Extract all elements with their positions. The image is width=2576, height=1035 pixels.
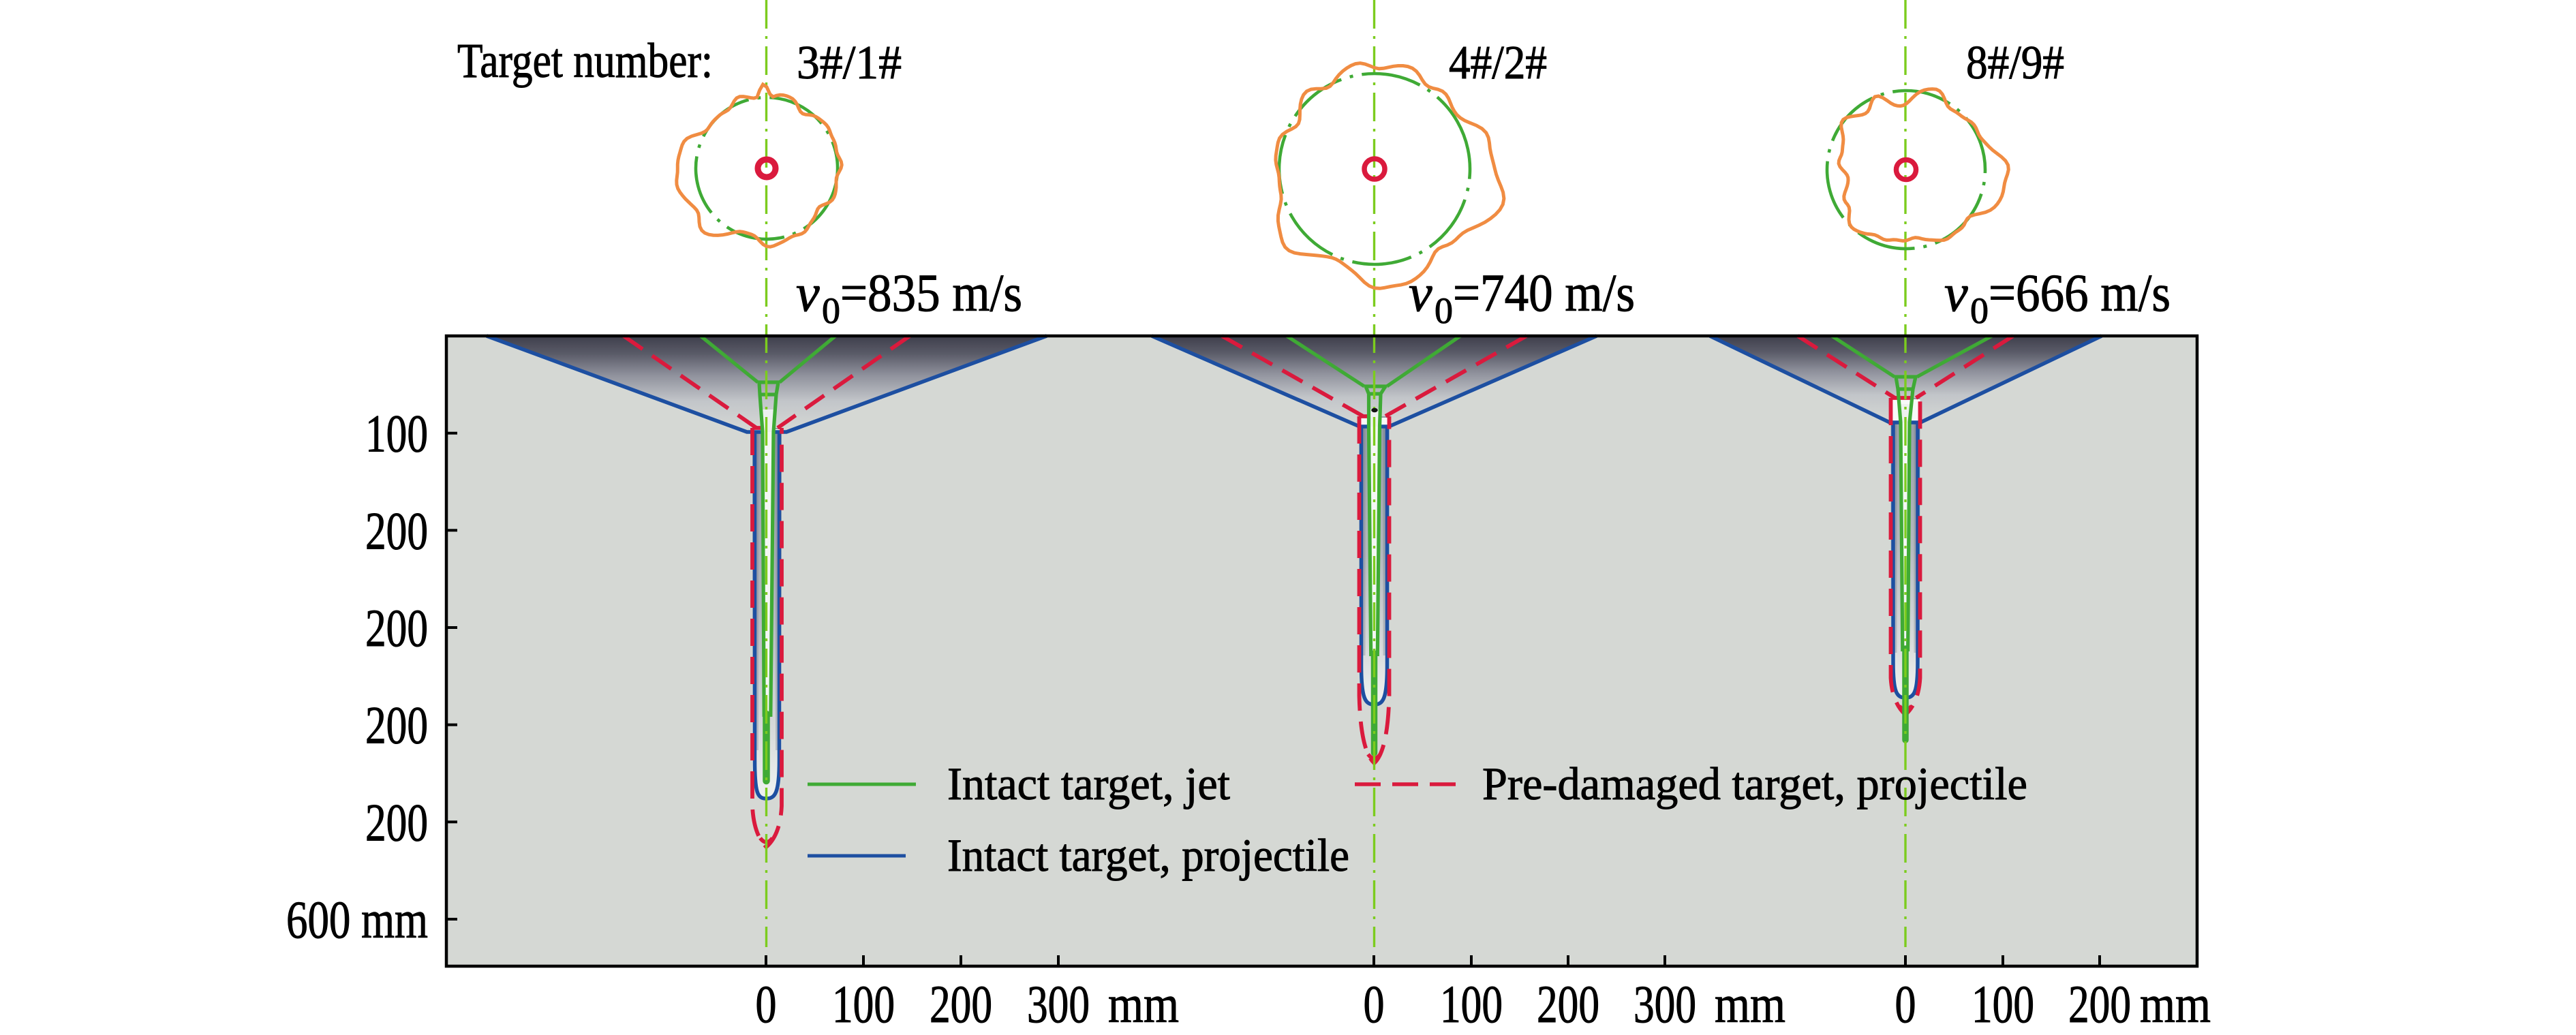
svg-text:Pre-damaged target, projectile: Pre-damaged target, projectile (1482, 758, 2027, 809)
svg-text:100: 100 (1440, 974, 1503, 1032)
svg-text:200: 200 (365, 598, 428, 658)
svg-text:100: 100 (365, 404, 428, 463)
svg-text:0: 0 (1364, 974, 1385, 1032)
svg-text:100: 100 (1972, 974, 2034, 1032)
svg-text:=666 m/s: =666 m/s (1989, 263, 2171, 322)
svg-text:200: 200 (365, 792, 428, 852)
svg-text:200: 200 (930, 974, 992, 1032)
svg-text:300: 300 (1027, 974, 1090, 1032)
svg-text:200: 200 (1537, 974, 1599, 1032)
svg-text:200: 200 (2068, 974, 2131, 1032)
svg-text:8#/9#: 8#/9# (1966, 37, 2064, 89)
svg-text:v: v (1944, 263, 1968, 322)
svg-text:100: 100 (832, 974, 895, 1032)
svg-text:Intact target, jet: Intact target, jet (947, 758, 1230, 809)
svg-text:4#/2#: 4#/2# (1449, 37, 1547, 89)
svg-text:Target number:: Target number: (457, 33, 713, 88)
svg-text:0: 0 (1895, 974, 1916, 1032)
svg-text:v: v (1409, 263, 1432, 322)
svg-text:3#/1#: 3#/1# (797, 37, 902, 89)
svg-text:=740 m/s: =740 m/s (1453, 263, 1635, 322)
svg-text:300: 300 (1634, 974, 1696, 1032)
svg-text:Intact target, projectile: Intact target, projectile (947, 829, 1349, 881)
svg-text:600 mm: 600 mm (286, 890, 428, 949)
svg-text:v: v (796, 263, 820, 322)
svg-text:200: 200 (365, 501, 428, 560)
svg-text:200: 200 (365, 696, 428, 755)
svg-text:mm: mm (1715, 974, 1785, 1032)
svg-text:=835 m/s: =835 m/s (840, 263, 1022, 322)
svg-text:0: 0 (1435, 290, 1453, 331)
svg-text:mm: mm (2140, 974, 2211, 1032)
svg-text:0: 0 (822, 290, 840, 331)
svg-text:mm: mm (1108, 974, 1179, 1032)
svg-text:0: 0 (1970, 290, 1989, 331)
svg-text:0: 0 (756, 974, 777, 1032)
